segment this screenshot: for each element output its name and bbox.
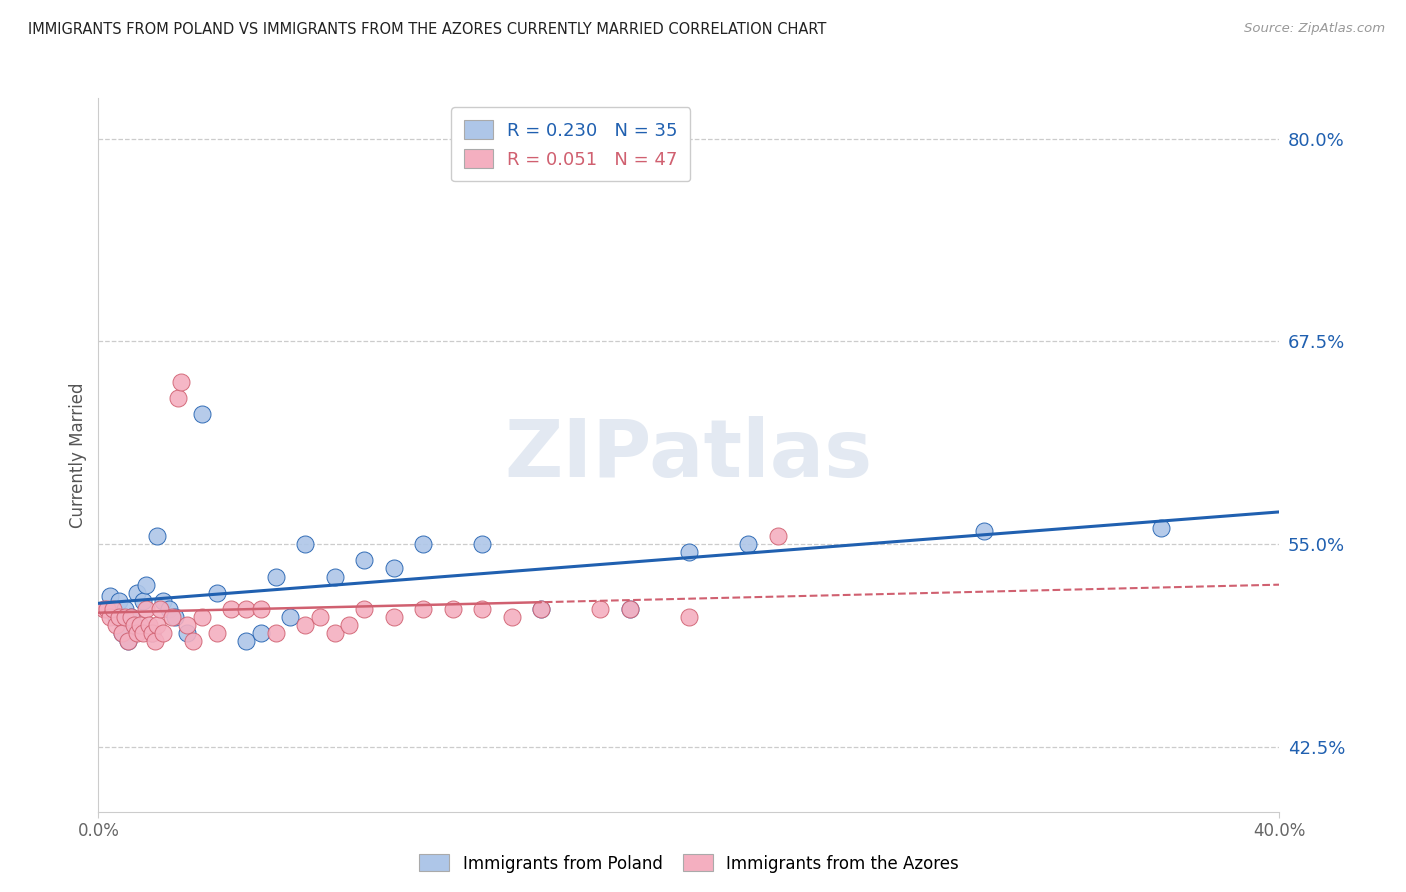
Point (103, 602, 125, 616)
Point (114, 602, 136, 616)
Point (235, 602, 257, 616)
Point (766, 529, 789, 543)
Point (141, 626, 163, 640)
Point (323, 569, 346, 583)
Text: ZIPatlas: ZIPatlas (505, 416, 873, 494)
Legend: R = 0.230   N = 35, R = 0.051   N = 47: R = 0.230 N = 35, R = 0.051 N = 47 (451, 107, 690, 181)
Point (278, 610, 302, 624)
Point (111, 626, 134, 640)
Point (122, 618, 145, 632)
Point (353, 602, 375, 616)
Point (96, 602, 118, 616)
Point (105, 610, 128, 624)
Point (108, 610, 131, 624)
Point (191, 610, 214, 624)
Point (165, 610, 187, 624)
Point (122, 618, 145, 632)
Point (973, 524, 995, 538)
Point (170, 375, 193, 389)
Point (235, 634, 257, 648)
Point (181, 634, 204, 648)
Point (117, 634, 139, 648)
Point (205, 586, 228, 600)
Point (382, 610, 405, 624)
Point (471, 602, 494, 616)
Point (93, 602, 115, 616)
Point (117, 634, 139, 648)
Point (678, 610, 700, 624)
Point (111, 626, 134, 640)
Point (114, 610, 136, 624)
Point (132, 626, 155, 640)
Point (678, 545, 700, 559)
Point (152, 594, 174, 608)
Point (146, 618, 169, 632)
Point (619, 602, 641, 616)
Point (162, 610, 183, 624)
Point (441, 602, 464, 616)
Point (149, 602, 172, 616)
Point (132, 594, 155, 608)
Text: IMMIGRANTS FROM POLAND VS IMMIGRANTS FROM THE AZORES CURRENTLY MARRIED CORRELATI: IMMIGRANTS FROM POLAND VS IMMIGRANTS FRO… (28, 22, 827, 37)
Point (471, 537, 494, 551)
Point (412, 602, 434, 616)
Point (176, 618, 198, 632)
Point (501, 610, 523, 624)
Point (619, 602, 641, 616)
Point (120, 610, 142, 624)
Point (98, 589, 121, 603)
Point (191, 408, 214, 422)
Point (143, 634, 166, 648)
Point (120, 610, 142, 624)
Point (589, 602, 612, 616)
Point (1150, 521, 1173, 535)
Point (98, 610, 121, 624)
Point (205, 626, 228, 640)
Point (250, 602, 273, 616)
Point (294, 537, 316, 551)
Point (264, 569, 287, 583)
Point (135, 602, 157, 616)
Point (323, 626, 346, 640)
Point (219, 602, 242, 616)
Text: Source: ZipAtlas.com: Source: ZipAtlas.com (1244, 22, 1385, 36)
Point (530, 602, 553, 616)
Point (737, 537, 759, 551)
Y-axis label: Currently Married: Currently Married (69, 382, 87, 528)
Point (128, 618, 150, 632)
Point (337, 618, 360, 632)
Point (412, 537, 434, 551)
Point (167, 391, 190, 405)
Legend: Immigrants from Poland, Immigrants from the Azores: Immigrants from Poland, Immigrants from … (412, 847, 966, 880)
Point (157, 602, 180, 616)
Point (250, 626, 273, 640)
Point (176, 626, 198, 640)
Point (125, 586, 148, 600)
Point (530, 602, 553, 616)
Point (138, 618, 160, 632)
Point (135, 577, 157, 591)
Point (353, 553, 375, 567)
Point (294, 618, 316, 632)
Point (125, 626, 148, 640)
Point (146, 529, 169, 543)
Point (382, 561, 405, 575)
Point (309, 610, 332, 624)
Point (105, 618, 128, 632)
Point (108, 594, 131, 608)
Point (141, 626, 163, 640)
Point (152, 626, 174, 640)
Point (264, 626, 287, 640)
